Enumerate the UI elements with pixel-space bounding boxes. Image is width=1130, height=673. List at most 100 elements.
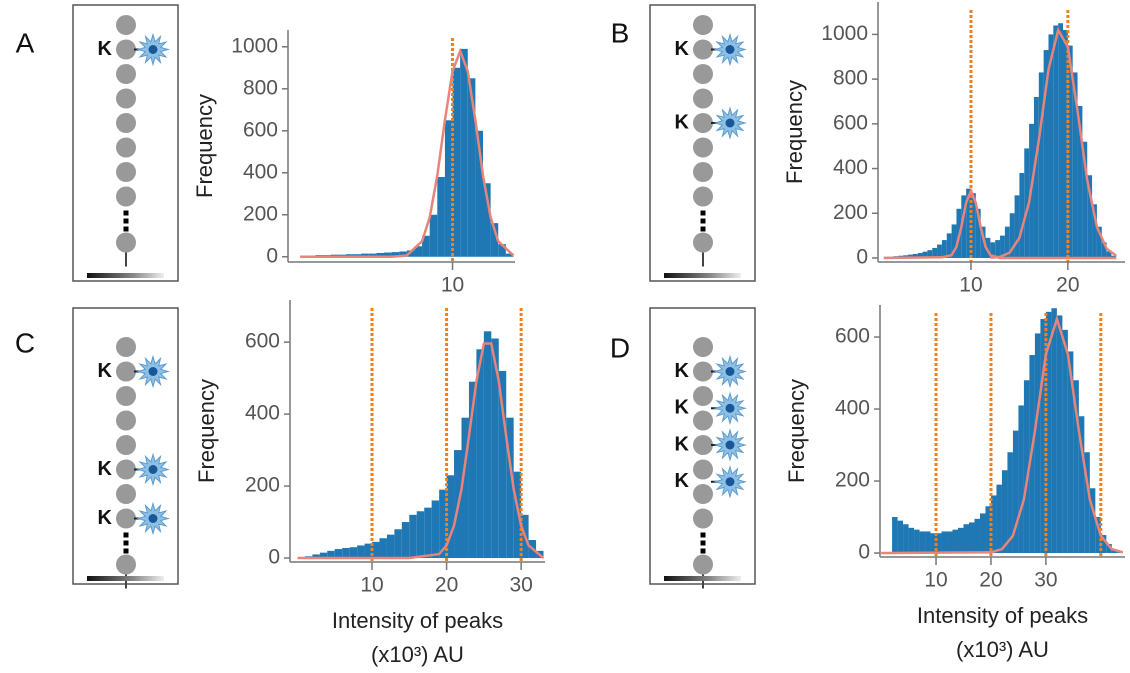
histogram-bar (391, 252, 400, 257)
x-axis-label: Intensity of peaks (332, 608, 503, 633)
residue (693, 459, 713, 480)
histogram-bar (1043, 50, 1049, 258)
histogram-bar (979, 513, 986, 554)
residue (693, 186, 713, 207)
histogram-bar (990, 242, 996, 258)
y-tick-label: 400 (833, 156, 868, 179)
fit-curve (300, 47, 515, 259)
histogram-bar (970, 193, 976, 258)
residue (116, 337, 136, 357)
y-tick-label: 0 (858, 541, 870, 564)
histogram-bar (1106, 251, 1112, 258)
histogram-bar (414, 246, 423, 257)
y-tick-label: 400 (835, 397, 870, 420)
histogram-bar (513, 471, 522, 559)
fluorophore-core (148, 45, 158, 54)
histogram-bar (1004, 226, 1010, 258)
histogram-bar (1053, 25, 1059, 258)
histogram-bar (505, 253, 514, 257)
y-tick-label: 800 (833, 67, 868, 90)
y-tick-label: 600 (243, 118, 278, 141)
residue (116, 232, 136, 253)
histogram-bar (1000, 235, 1005, 258)
histogram-bar (925, 531, 931, 554)
histogram-bar (327, 550, 335, 559)
y-tick-label: 400 (245, 402, 280, 425)
fluorophore-core (725, 45, 735, 54)
fluorophore-core (148, 514, 158, 523)
histogram-bar (439, 489, 447, 559)
histogram-bar (951, 224, 957, 258)
residue (116, 39, 136, 60)
lysine-label: K (98, 458, 113, 480)
residue (116, 410, 136, 431)
histogram-bar (1045, 311, 1052, 554)
x-tick-label: 30 (509, 574, 532, 597)
x-axis-label: (x10³) AU (956, 637, 1049, 662)
histogram-bar (919, 531, 926, 554)
histogram-bar (1072, 72, 1078, 258)
histogram-bar (922, 251, 928, 258)
histogram-bar (963, 524, 969, 554)
fluorophore-core (725, 440, 735, 450)
y-tick-label: 400 (243, 160, 278, 183)
histogram-bar (914, 529, 920, 554)
histogram-bar (995, 240, 1001, 258)
histogram-bar (490, 223, 499, 257)
fit-curve (297, 342, 545, 560)
y-tick-label: 1000 (231, 34, 278, 57)
histogram-bar (1048, 34, 1054, 258)
histogram-bar (424, 507, 432, 559)
histogram-bar (932, 247, 938, 258)
residue (693, 232, 713, 253)
fluorophore-core (148, 367, 158, 376)
histogram-bar (941, 240, 947, 258)
lysine-label: K (675, 470, 690, 492)
histogram-bar (1038, 72, 1044, 258)
histogram-bar (364, 543, 373, 559)
histogram-bar (985, 237, 991, 258)
histogram-bar (349, 547, 358, 559)
histogram-bar (958, 527, 964, 554)
lysine-label: K (98, 38, 113, 60)
x-tick-label: 20 (1056, 274, 1079, 297)
histogram-bar (908, 254, 913, 258)
histogram-bar (357, 545, 365, 559)
histogram-bar (431, 500, 440, 559)
y-tick-label: 200 (833, 201, 868, 224)
lysine-label: K (675, 397, 690, 419)
histogram-bar (1106, 544, 1112, 554)
panel-label: D (610, 332, 630, 363)
histogram-bar (927, 250, 933, 258)
x-tick-label: 20 (979, 569, 1002, 592)
residue (116, 386, 136, 406)
histogram-bar (461, 417, 469, 559)
histogram-bar (1062, 329, 1068, 554)
histogram-bar (383, 252, 392, 257)
x-tick-label: 30 (1034, 569, 1057, 592)
histogram-bar (975, 208, 981, 258)
histogram-bar (1019, 173, 1025, 258)
histogram-bar (416, 511, 425, 559)
residue (693, 39, 713, 60)
residue (116, 361, 136, 382)
histogram-bar (491, 338, 499, 559)
histogram-bar (483, 331, 492, 559)
lysine-label: K (98, 507, 113, 529)
histogram-bar (452, 67, 461, 257)
histogram-bar (368, 253, 377, 257)
histogram-bar (1096, 226, 1102, 258)
residue (693, 554, 713, 575)
residue (693, 64, 713, 84)
fluorophore-core (148, 465, 158, 474)
histogram-bar (353, 254, 362, 257)
histogram-bar (937, 244, 942, 258)
histogram-bar (379, 538, 387, 559)
residue (116, 484, 136, 504)
x-tick-label: 10 (441, 274, 464, 297)
fit-curve (881, 314, 1124, 555)
residue (116, 64, 136, 84)
residue (693, 410, 713, 431)
x-axis-label: (x10³) AU (371, 642, 464, 667)
